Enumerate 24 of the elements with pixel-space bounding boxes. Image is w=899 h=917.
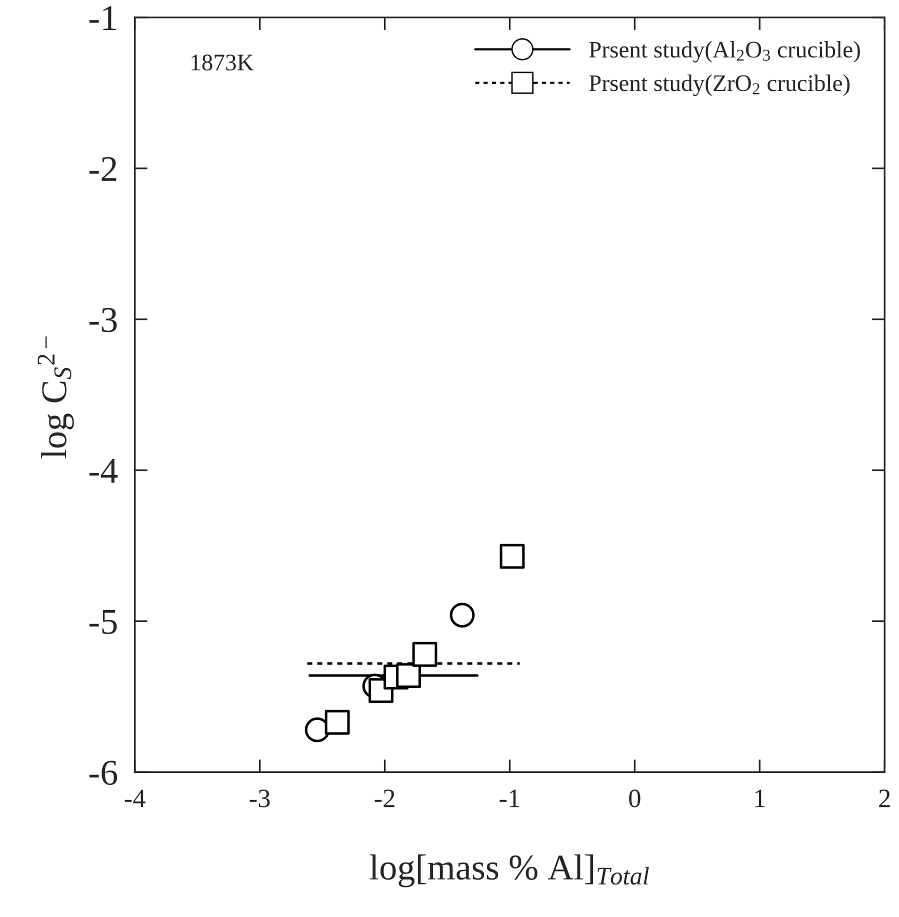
x-tick-label: 0: [629, 790, 640, 808]
point: [304, 717, 330, 742]
x-tick-label: -3: [250, 790, 270, 808]
x-tick-label: -1: [500, 790, 520, 808]
x-tick-label: -4: [124, 790, 146, 808]
annotation: 1873K: [192, 54, 254, 70]
y-tick-label: -4: [89, 458, 118, 483]
y-tick-label: -6: [89, 760, 118, 785]
point: [500, 544, 525, 569]
x-axis-title: log[mass % Al]$_{Total}$: [370, 854, 649, 888]
y-axis-title: log C$_{S}$$^{2−}$: [38, 336, 74, 458]
y-tick-label: -1: [89, 6, 116, 30]
legend-label: Prsent study(ZrO$_{2}$ crucible): [589, 74, 850, 96]
y-tick-label: -5: [89, 610, 117, 634]
y-tick-label: -2: [89, 156, 116, 181]
point: [450, 602, 475, 628]
point: [412, 642, 438, 667]
x-tick-label: 1: [755, 790, 765, 808]
y-tick-label: -3: [89, 308, 117, 332]
legend-label: Prsent study(Al$_{2}$O$_{3}$ crucible): [589, 41, 860, 63]
x-tick-label: -2: [374, 790, 394, 808]
point: [324, 710, 350, 735]
x-tick-label: 2: [879, 790, 890, 808]
point: [396, 663, 421, 688]
